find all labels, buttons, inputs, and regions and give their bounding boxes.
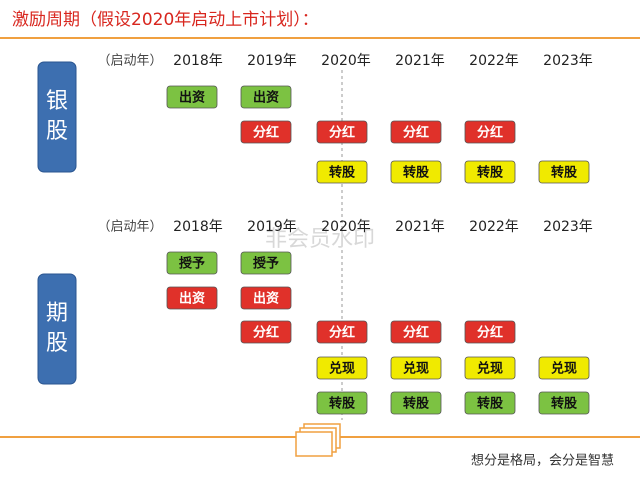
- year-label: 2021年: [395, 53, 445, 69]
- stage-label: 出资: [253, 291, 279, 307]
- year-label: 2020年: [321, 219, 371, 235]
- stage-button: [464, 356, 516, 380]
- stage-button: [464, 320, 516, 344]
- stage-label: 出资: [253, 90, 279, 106]
- stage-button: [166, 286, 218, 310]
- stage-label: 出资: [179, 291, 205, 307]
- stage-button: [538, 391, 590, 415]
- stage-label: 分红: [477, 325, 503, 341]
- section-label: 期股: [46, 301, 68, 356]
- year-prefix: （启动年）: [97, 54, 162, 69]
- stage-label: 转股: [403, 396, 429, 412]
- stage-label: 分红: [329, 125, 355, 141]
- section-box: [37, 61, 77, 173]
- stage-button: [538, 160, 590, 184]
- stage-label: 转股: [329, 165, 355, 181]
- stage-label: 兑现: [329, 361, 355, 377]
- stage-button: [390, 391, 442, 415]
- stage-button: [240, 286, 292, 310]
- stage-button: [538, 356, 590, 380]
- stage-label: 转股: [403, 165, 429, 181]
- footer-icon: [295, 423, 341, 457]
- slogan: 想分是格局，会分是智慧: [471, 453, 614, 469]
- stage-button: [316, 391, 368, 415]
- stage-label: 转股: [477, 396, 503, 412]
- stage-button: [316, 356, 368, 380]
- stage-label: 授予: [179, 256, 205, 272]
- stage-label: 兑现: [551, 361, 577, 377]
- stage-label: 转股: [477, 165, 503, 181]
- stage-label: 分红: [253, 325, 279, 341]
- year-prefix: （启动年）: [97, 220, 162, 235]
- year-label: 2023年: [543, 219, 593, 235]
- stage-label: 分红: [329, 325, 355, 341]
- stage-label: 分红: [253, 125, 279, 141]
- stage-button: [240, 85, 292, 109]
- year-label: 2018年: [173, 53, 223, 69]
- stage-label: 分红: [477, 125, 503, 141]
- stage-label: 兑现: [477, 361, 503, 377]
- stage-button: [390, 120, 442, 144]
- year-label: 2023年: [543, 53, 593, 69]
- stage-label: 授予: [253, 256, 279, 272]
- stage-button: [390, 320, 442, 344]
- stage-button: [240, 320, 292, 344]
- stage-button: [240, 120, 292, 144]
- stage-button: [464, 160, 516, 184]
- stage-button: [316, 160, 368, 184]
- stage-button: [390, 160, 442, 184]
- stage-button: [166, 251, 218, 275]
- year-label: 2022年: [469, 219, 519, 235]
- stage-label: 转股: [551, 396, 577, 412]
- year-label: 2018年: [173, 219, 223, 235]
- stage-button: [166, 85, 218, 109]
- stage-button: [390, 356, 442, 380]
- year-label: 2022年: [469, 53, 519, 69]
- stage-button: [240, 251, 292, 275]
- stage-button: [316, 120, 368, 144]
- stage-label: 分红: [403, 125, 429, 141]
- stage-button: [464, 120, 516, 144]
- year-label: 2021年: [395, 219, 445, 235]
- title: 激励周期（假设2020年启动上市计划）：: [12, 10, 319, 30]
- stage-label: 兑现: [403, 361, 429, 377]
- stage-label: 分红: [403, 325, 429, 341]
- year-label: 2020年: [321, 53, 371, 69]
- year-label: 2019年: [247, 219, 297, 235]
- stage-label: 转股: [329, 396, 355, 412]
- stage-label: 转股: [551, 165, 577, 181]
- section-label: 银股: [46, 89, 68, 144]
- watermark: 非会员水印: [265, 227, 375, 252]
- stage-button: [464, 391, 516, 415]
- year-label: 2019年: [247, 53, 297, 69]
- stage-button: [316, 320, 368, 344]
- stage-label: 出资: [179, 90, 205, 106]
- section-box: [37, 273, 77, 385]
